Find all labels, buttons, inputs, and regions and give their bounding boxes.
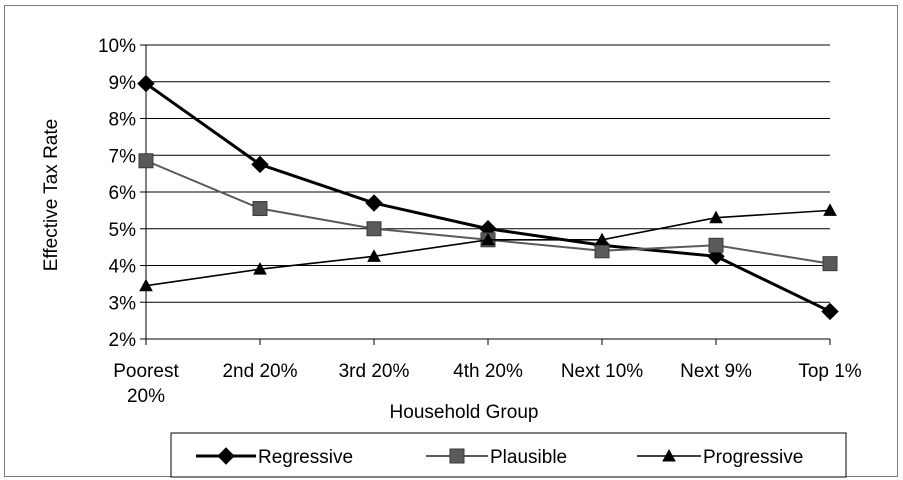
- grid: [140, 44, 831, 345]
- legend-entry-plausible: Plausible: [426, 447, 567, 468]
- data-point-plausible: [594, 243, 610, 259]
- legend-label: Progressive: [703, 447, 803, 468]
- y-tick-label: 10%: [98, 36, 136, 57]
- legend-marker: [662, 448, 676, 462]
- x-tick-label: Next 9%: [680, 361, 752, 382]
- y-axis-ticks: 2% 3% 4% 5% 6% 7% 8% 9% 10%: [98, 36, 136, 351]
- y-axis-title: Effective Tax Rate: [41, 119, 62, 271]
- x-axis-title: Household Group: [390, 402, 539, 423]
- y-tick-label: 8%: [109, 110, 137, 131]
- legend-entry-progressive: Progressive: [637, 447, 803, 468]
- y-tick-label: 5%: [109, 220, 137, 241]
- data-point-progressive: [367, 249, 381, 262]
- y-tick-label: 7%: [109, 146, 137, 167]
- legend-box: [170, 432, 847, 478]
- data-point-plausible: [138, 153, 154, 169]
- data-point-progressive: [481, 232, 495, 246]
- legend-marker: [217, 447, 235, 465]
- x-tick-label: Top 1%: [798, 361, 861, 382]
- data-point-plausible: [822, 256, 838, 272]
- series-regressive: [137, 74, 839, 321]
- data-point-progressive: [823, 203, 837, 216]
- data-point-plausible: [252, 201, 268, 217]
- x-tick-label: Next 10%: [561, 361, 643, 382]
- data-point-regressive: [251, 155, 269, 174]
- y-tick-label: 9%: [109, 73, 137, 94]
- data-point-progressive: [595, 232, 609, 246]
- series-plausible: [138, 153, 838, 272]
- legend-label: Regressive: [258, 447, 353, 468]
- y-tick-label: 4%: [109, 257, 137, 278]
- series-progressive: [139, 203, 837, 292]
- legend: Regressive Plausible Progressive: [170, 432, 847, 478]
- data-point-progressive: [253, 262, 267, 275]
- x-axis-ticks: Poorest 20% 2nd 20% 3rd 20% 4th 20% Next 10% N…: [113, 361, 862, 407]
- x-tick-label: 3rd 20%: [339, 361, 410, 382]
- y-tick-label: 3%: [109, 293, 137, 314]
- y-tick-label: 6%: [109, 183, 137, 204]
- series-line-regressive: [145, 82, 831, 313]
- legend-marker: [449, 448, 465, 464]
- legend-entry-regressive: Regressive: [196, 447, 353, 468]
- x-tick-label: 2nd 20%: [222, 361, 297, 382]
- data-point-regressive: [137, 74, 155, 93]
- x-tick-label: 4th 20%: [453, 361, 523, 382]
- x-tick-label: Poorest 20%: [113, 361, 179, 407]
- data-point-regressive: [365, 194, 383, 212]
- legend-label: Plausible: [490, 447, 567, 468]
- series: [137, 74, 839, 321]
- data-point-progressive: [709, 210, 723, 224]
- y-tick-label: 2%: [109, 330, 137, 351]
- data-point-regressive: [821, 302, 839, 321]
- data-point-progressive: [139, 278, 153, 292]
- data-point-plausible: [366, 221, 382, 237]
- data-point-plausible: [708, 237, 724, 253]
- series-line-plausible: [145, 159, 831, 265]
